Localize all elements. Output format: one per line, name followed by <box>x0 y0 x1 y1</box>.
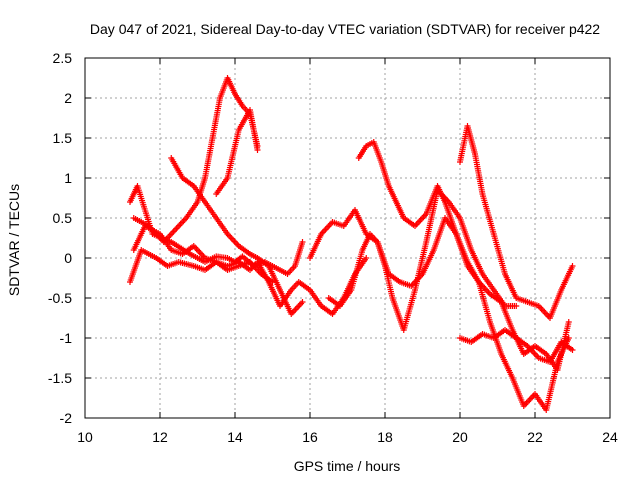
data-point <box>565 319 572 325</box>
series-track-f <box>213 107 261 197</box>
y-axis-label: SDTVAR / TECUs <box>6 184 22 296</box>
data-point <box>569 263 576 269</box>
series-track-j <box>457 123 576 321</box>
x-tick-label: 12 <box>152 429 168 445</box>
data-point <box>513 303 520 309</box>
x-tick-label: 22 <box>527 429 543 445</box>
data-point <box>565 335 572 341</box>
x-tick-label: 16 <box>302 429 318 445</box>
x-tick-label: 24 <box>602 429 618 445</box>
y-tick-label: -1.5 <box>48 370 72 386</box>
y-tick-label: -1 <box>60 330 73 346</box>
plot-frame <box>84 57 611 419</box>
y-tick-label: 1.5 <box>53 130 73 146</box>
series-track-e <box>168 155 306 317</box>
series-track-k <box>457 327 576 365</box>
series-track-c <box>127 247 276 285</box>
data-point <box>299 239 306 245</box>
y-tick-label: 0 <box>64 250 72 266</box>
series-track-h <box>325 187 520 333</box>
x-tick-label: 20 <box>452 429 468 445</box>
data-point <box>269 279 276 285</box>
data-points <box>127 75 576 413</box>
data-point <box>254 147 261 153</box>
data-point <box>299 299 306 305</box>
x-tick-label: 14 <box>227 429 243 445</box>
data-point <box>569 347 576 353</box>
y-tick-label: 1 <box>64 170 72 186</box>
series-track-d <box>130 75 261 245</box>
x-tick-label: 18 <box>377 429 393 445</box>
series-track-i <box>355 139 572 413</box>
y-tick-label: 2.5 <box>53 50 73 66</box>
chart-title: Day 047 of 2021, Sidereal Day-to-day VTE… <box>90 21 600 37</box>
y-tick-label: -2 <box>60 410 73 426</box>
x-tick-label: 10 <box>77 429 93 445</box>
data-point <box>363 255 370 261</box>
axis-ticks: 10 12 14 16 18 20 22 24 2.5 2 1.5 1 0.5 0 -0.5 -1 -1.5 -2 <box>48 50 618 445</box>
y-tick-label: 0.5 <box>53 210 73 226</box>
x-axis-label: GPS time / hours <box>294 458 401 474</box>
y-tick-label: 2 <box>64 90 72 106</box>
y-tick-label: -0.5 <box>48 290 72 306</box>
